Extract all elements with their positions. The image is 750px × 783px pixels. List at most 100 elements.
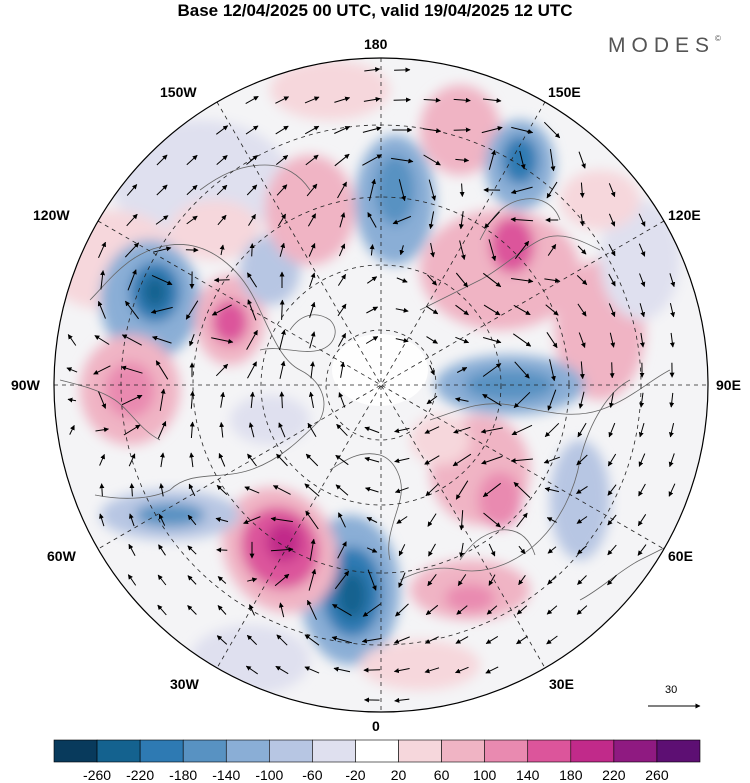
- wind-arrow: [334, 96, 351, 103]
- wind-arrow: [578, 151, 586, 169]
- colorbar-tick-label: -140: [212, 767, 241, 783]
- wind-arrow: [578, 332, 586, 348]
- wind-arrow: [275, 125, 289, 135]
- colorbar-swatch: [398, 739, 442, 763]
- anomaly-area: [360, 640, 480, 690]
- wind-arrow: [396, 516, 408, 524]
- wind-arrow: [425, 604, 439, 616]
- wind-arrow: [453, 97, 471, 103]
- wind-arrow: [338, 243, 346, 257]
- wind-arrow: [393, 636, 410, 644]
- wind-arrow: [152, 335, 172, 344]
- wind-arrow: [246, 155, 258, 165]
- wind-arrow: [334, 570, 350, 590]
- colorbar-tick-label: -60: [302, 767, 323, 783]
- wind-arrow: [545, 304, 559, 316]
- wind-arrow: [187, 605, 197, 615]
- wind-arrow: [276, 634, 288, 646]
- wind-arrow: [398, 179, 407, 202]
- arctic-archipelago-coast: [259, 314, 336, 352]
- anomaly-area: [337, 571, 367, 619]
- anomaly-area: [560, 170, 640, 230]
- wind-arrow: [187, 545, 197, 555]
- wind-arrow: [544, 422, 560, 438]
- colorbar: [53, 739, 701, 763]
- wind-arrow: [484, 211, 500, 229]
- colorbar-tick-label: 20: [390, 767, 407, 783]
- wind-arrow: [543, 121, 561, 139]
- wind-arrow: [455, 157, 470, 163]
- wind-arrow: [608, 243, 616, 257]
- wind-arrow: [220, 391, 226, 408]
- wind-arrow: [245, 95, 259, 105]
- colorbar-tick-label: -180: [169, 767, 198, 783]
- lon-label-0: 0: [372, 718, 380, 734]
- europe-coast: [399, 379, 631, 581]
- wind-arrow: [276, 184, 288, 196]
- lon-label-90e: 90E: [716, 377, 741, 393]
- wind-arrow: [309, 361, 315, 379]
- wind-arrow: [518, 545, 526, 555]
- wind-arrow: [156, 154, 168, 166]
- wind-arrow: [365, 486, 379, 493]
- wind-arrow: [337, 332, 347, 347]
- wind-arrow: [152, 246, 172, 253]
- wind-arrow: [127, 574, 137, 586]
- lon-label-120w: 120W: [33, 207, 70, 223]
- lon-label-60e: 60E: [668, 548, 693, 564]
- wind-arrow: [126, 184, 138, 196]
- anomaly-area: [270, 60, 390, 120]
- wind-arrow: [93, 365, 111, 375]
- wind-arrow: [577, 303, 587, 317]
- wind-arrow: [481, 455, 503, 465]
- wind-arrow: [215, 363, 229, 377]
- wind-arrow: [158, 513, 166, 526]
- wind-arrow: [577, 245, 587, 255]
- wind-arrow: [453, 426, 471, 434]
- wind-arrow: [186, 154, 198, 166]
- wind-arrow: [516, 635, 528, 645]
- wind-arrow: [455, 397, 469, 402]
- wind-arrow: [668, 483, 676, 497]
- wind-arrow: [279, 242, 286, 257]
- wind-arrow: [398, 572, 406, 588]
- wind-arrow: [123, 424, 141, 436]
- wind-arrow: [369, 244, 375, 256]
- wind-arrow: [216, 155, 228, 165]
- wind-arrow: [308, 391, 314, 408]
- wind-arrow: [510, 217, 534, 223]
- wind-arrow: [332, 603, 352, 617]
- wind-arrow: [544, 277, 561, 283]
- anomaly-area: [375, 155, 415, 225]
- wind-arrow: [607, 574, 617, 586]
- wind-arrow: [429, 364, 435, 376]
- wind-arrow: [637, 544, 647, 556]
- wind-arrow: [187, 514, 197, 526]
- wind-arrow: [488, 149, 496, 170]
- wind-arrow: [399, 245, 405, 256]
- wind-arrow: [272, 485, 291, 495]
- wind-arrow: [458, 211, 464, 230]
- wind-arrow: [576, 275, 588, 285]
- wind-arrow: [333, 666, 351, 673]
- wind-arrow: [457, 574, 467, 587]
- wind-arrow: [304, 483, 320, 497]
- colorbar-swatch: [269, 739, 313, 763]
- wind-arrow: [513, 482, 531, 498]
- wind-arrow: [99, 453, 105, 466]
- wind-arrow: [546, 332, 558, 349]
- wind-arrow: [639, 332, 645, 348]
- wind-arrow: [519, 150, 526, 170]
- wind-arrow: [94, 335, 110, 345]
- wind-arrow: [427, 513, 437, 527]
- wind-arrow: [362, 126, 382, 133]
- wind-arrow: [669, 332, 675, 348]
- map-disc: [54, 58, 708, 712]
- wind-arrow: [246, 184, 258, 196]
- wind-arrow: [305, 453, 319, 467]
- wind-arrow: [395, 337, 409, 343]
- wind-arrow: [639, 303, 646, 318]
- wind-arrow: [455, 480, 469, 500]
- wind-arrow: [245, 665, 258, 675]
